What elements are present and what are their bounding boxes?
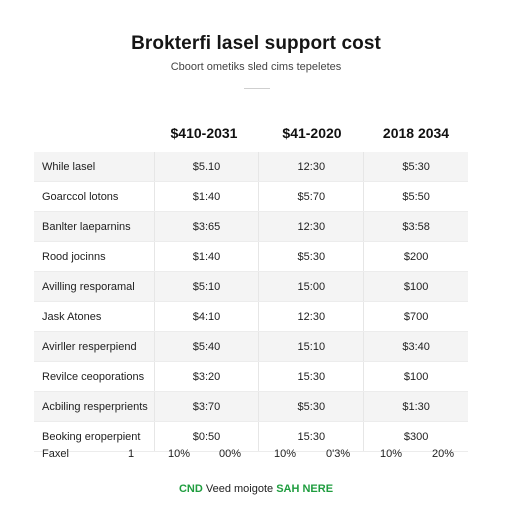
row-label: Goarccol lotons: [42, 190, 119, 203]
row-label: Rood jocinns: [42, 250, 106, 263]
column-header: 2018 2034: [382, 125, 450, 141]
table-cell: $1:30: [363, 392, 468, 421]
table-cell: $5:30: [363, 152, 468, 181]
table-row: Goarccol lotons $1:40 $5:70 $5:50: [34, 182, 468, 212]
totals-count: 1: [128, 448, 135, 460]
column-header: $410-2031: [170, 125, 238, 141]
table-cell: $5:10: [153, 272, 259, 301]
table-cell: $300: [363, 422, 468, 451]
bottom-note: CND Veed moigote SAH NERE: [0, 483, 512, 495]
table-cell: $4:10: [153, 302, 259, 331]
table-row: Rood jocinns $1:40 $5:30 $200: [34, 242, 468, 272]
row-label: Revilce ceoporations: [42, 370, 145, 383]
row-label: Banlter laeparnins: [42, 220, 131, 233]
table-cell: $3:58: [363, 212, 468, 241]
row-label: Avirller resperpiend: [42, 340, 137, 353]
table-cell: $5:40: [153, 332, 259, 361]
table-row: Banlter laeparnins $3:65 12:30 $3:58: [34, 212, 468, 242]
table-cell: $200: [363, 242, 468, 271]
totals-row: Faxel 1 10% 00% 10% 0'3% 10% 20%: [34, 446, 468, 464]
totals-value: 10%: [168, 448, 191, 460]
row-label: Avilling resporamal: [42, 280, 135, 293]
row-label: Beoking eroperpient: [42, 430, 141, 443]
row-label: Acbiling resperprients: [42, 400, 148, 413]
row-label: Jask Atones: [42, 310, 102, 323]
table-cell: 15:30: [258, 362, 363, 391]
totals-label: Faxel: [42, 448, 69, 460]
table-cell: $5:30: [258, 392, 363, 421]
table-row: Beoking eroperpient $0:50 15:30 $300: [34, 422, 468, 452]
bottom-note-text: Veed moigote: [205, 483, 274, 495]
table-cell: $3:65: [153, 212, 259, 241]
table-cell: $5:70: [258, 182, 363, 211]
bottom-note-link[interactable]: SAH NERE: [276, 483, 334, 495]
table-cell: $100: [363, 272, 468, 301]
title-divider: [244, 88, 270, 89]
table-cell: 15:00: [258, 272, 363, 301]
cost-table: While lasel $5.10 12:30 $5:30 Goarccol l…: [34, 152, 468, 452]
table-row: Avirller resperpiend $5:40 15:10 $3:40: [34, 332, 468, 362]
bottom-note-accent: CND: [178, 483, 203, 495]
table-cell: $700: [363, 302, 468, 331]
table-row: Avilling resporamal $5:10 15:00 $100: [34, 272, 468, 302]
table-cell: 12:30: [258, 212, 363, 241]
table-row: Acbiling resperprients $3:70 $5:30 $1:30: [34, 392, 468, 422]
table-cell: 15:30: [258, 422, 363, 451]
table-cell: 12:30: [258, 152, 363, 181]
totals-value: 20%: [432, 448, 455, 460]
page-subtitle: Cboort ometiks sled cims tepeletes: [170, 61, 342, 73]
row-label: While lasel: [42, 160, 96, 173]
table-row: Jask Atones $4:10 12:30 $700: [34, 302, 468, 332]
totals-value: 10%: [274, 448, 297, 460]
column-header: $41-2020: [282, 125, 342, 141]
table-cell: $5.10: [153, 152, 259, 181]
totals-value: 10%: [380, 448, 403, 460]
table-cell: $3:70: [153, 392, 259, 421]
page-title: Brokterfi lasel support cost: [131, 33, 381, 54]
table-cell: $100: [363, 362, 468, 391]
table-cell: $3:20: [153, 362, 259, 391]
table-cell: $0:50: [153, 422, 259, 451]
totals-value: 00%: [219, 448, 242, 460]
table-cell: 12:30: [258, 302, 363, 331]
table-row: Revilce ceoporations $3:20 15:30 $100: [34, 362, 468, 392]
table-cell: 15:10: [258, 332, 363, 361]
table-row: While lasel $5.10 12:30 $5:30: [34, 152, 468, 182]
table-cell: $1:40: [153, 242, 259, 271]
table-cell: $5:50: [363, 182, 468, 211]
table-cell: $1:40: [153, 182, 259, 211]
table-cell: $5:30: [258, 242, 363, 271]
totals-value: 0'3%: [326, 448, 351, 460]
table-cell: $3:40: [363, 332, 468, 361]
